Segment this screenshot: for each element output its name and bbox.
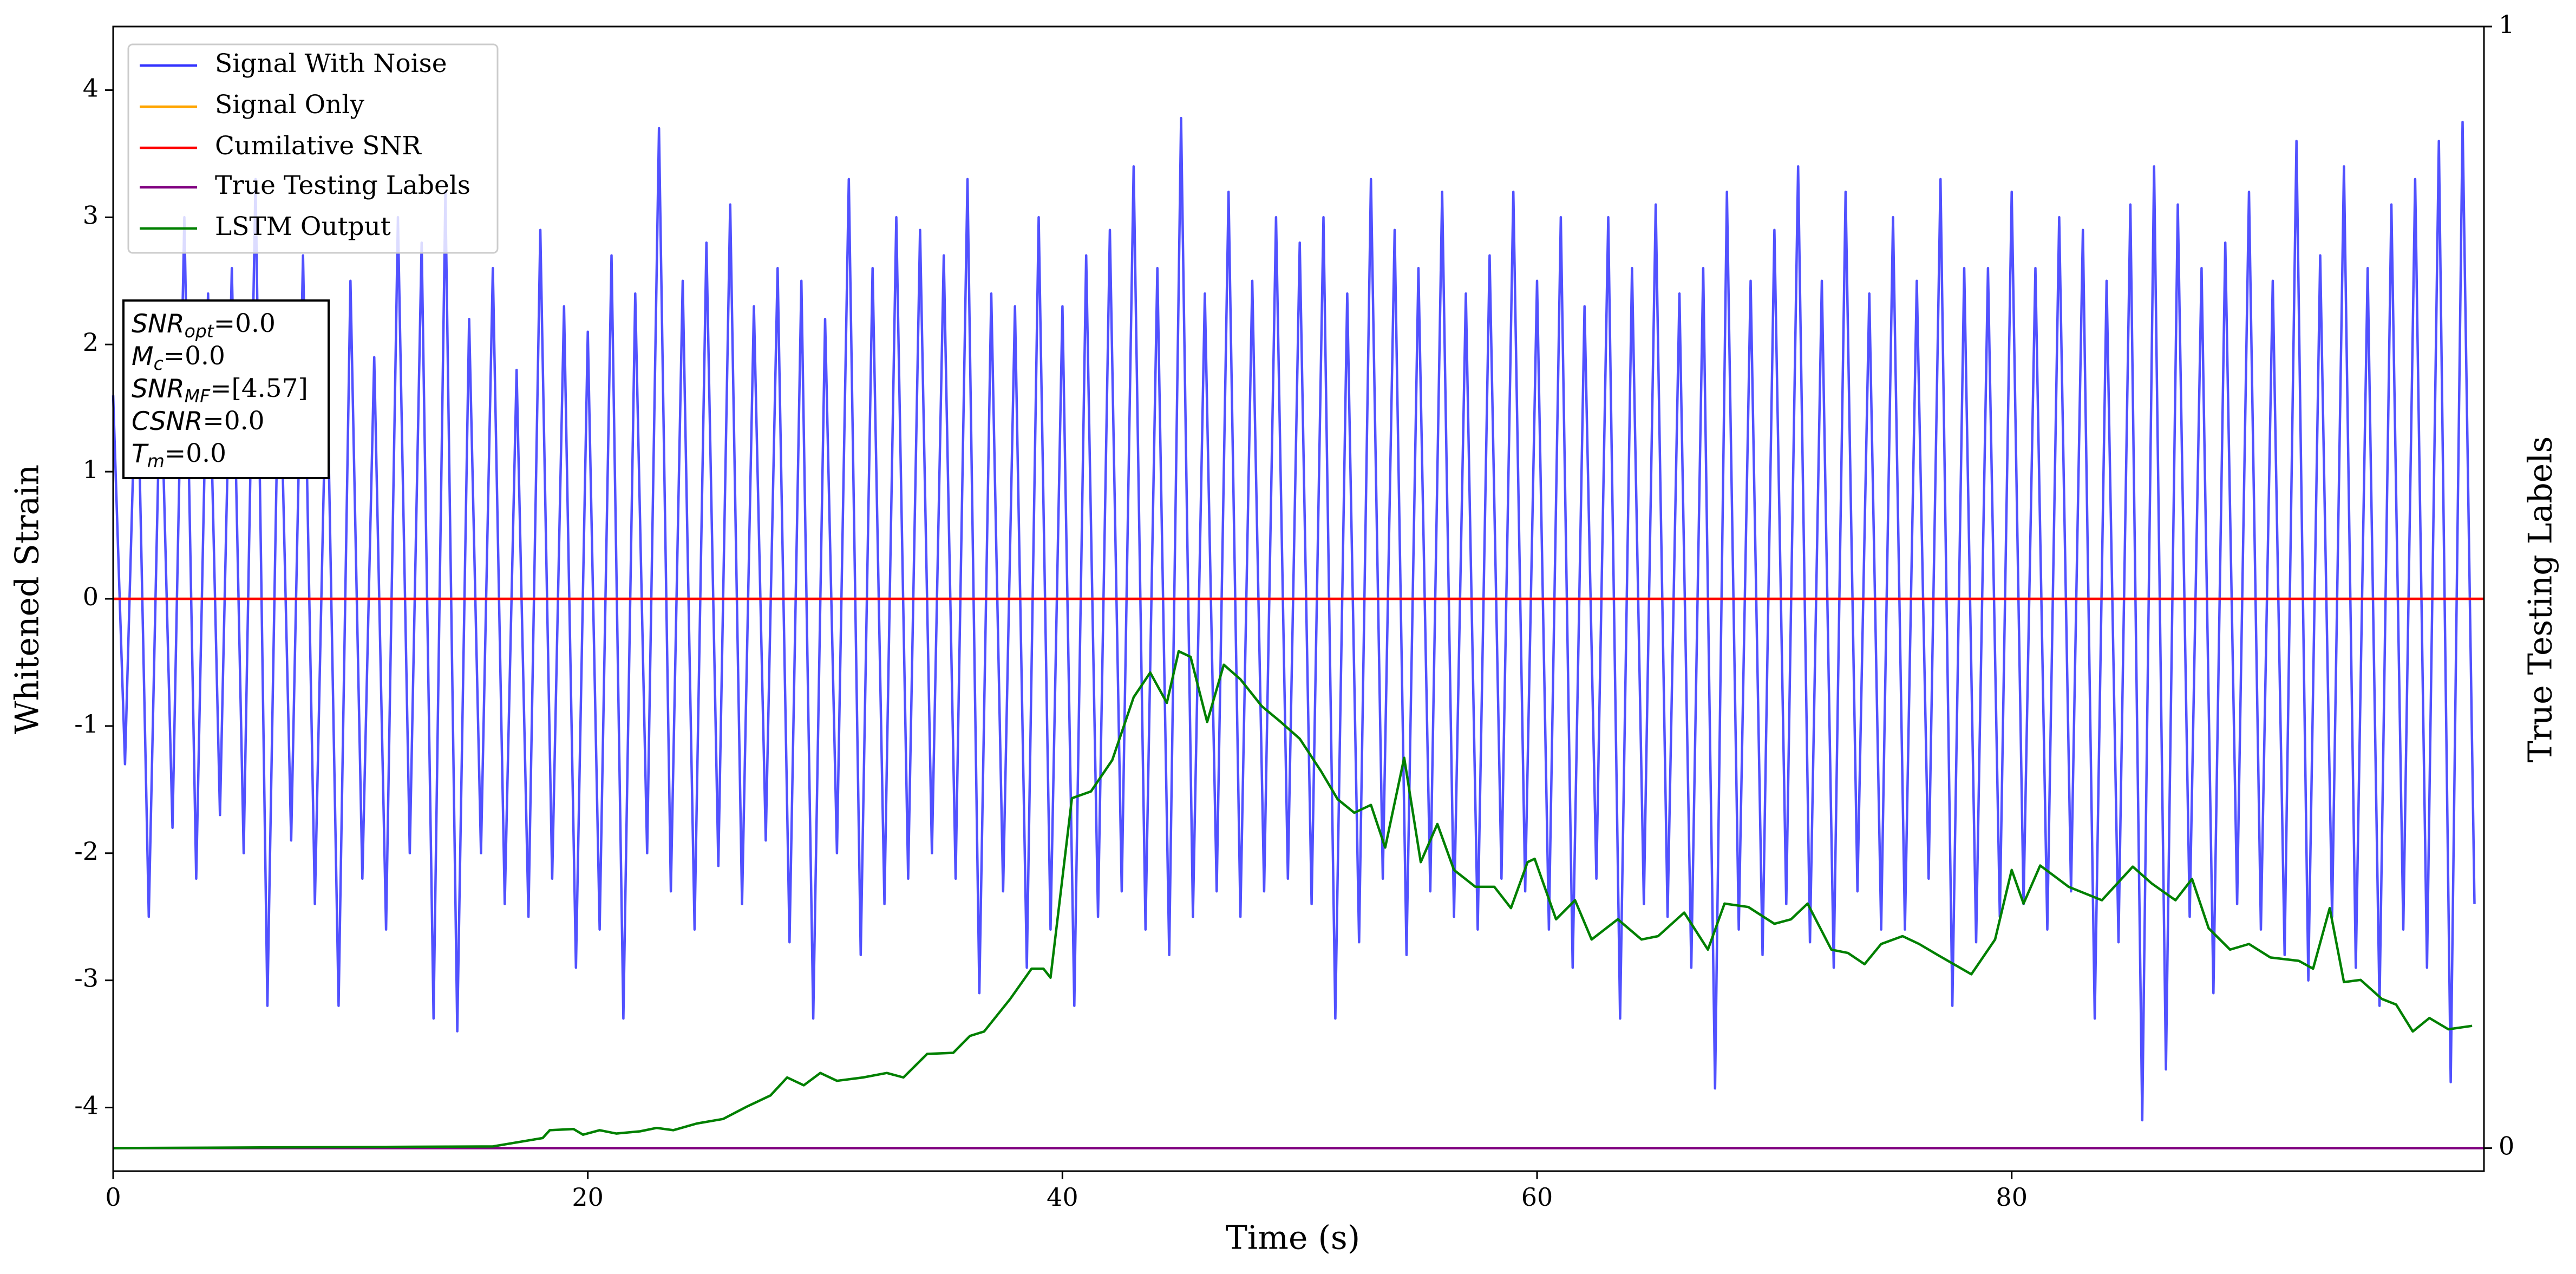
y-tick-label: 2 [83,328,99,357]
legend-label: Signal With Noise [215,49,447,79]
annotation-subscript: opt [185,321,214,342]
x-tick-label: 40 [1047,1182,1078,1212]
annotation-subscript: c [154,353,164,374]
annotation-subscript: MF [185,386,211,407]
series-line [113,650,2473,1149]
x-axis-label: Time (s) [1226,1219,1360,1257]
legend: Signal With Noise Signal Only Cumilative S… [127,43,499,254]
x-tick-label: 0 [105,1182,121,1212]
annotation-subscript: m [147,450,165,472]
annotation-symbol: CSNR [132,407,202,436]
annotation-line: Tm=0.0 [132,439,226,472]
y-tick-label: -3 [74,964,99,993]
annotation-symbol: T [132,439,149,469]
y-tick-label: 1 [83,455,99,484]
annotation: SNRopt=0.0Mc=0.0SNRMF=[4.57]CSNR=0.0Tm=0… [122,299,330,479]
annotation-value: =0.0 [164,341,225,371]
y-axis-label: Whitened Strain [9,465,47,734]
y-tick-label: 3 [83,200,99,230]
y-tick-label: 4 [83,73,99,102]
annotation-line: CSNR=0.0 [132,406,264,436]
y-tick-label: -1 [74,709,99,739]
legend-label: LSTM Output [215,212,391,241]
y-tick-label: -4 [74,1091,99,1120]
legend-box [127,43,499,254]
annotation-value: =[4.57] [210,374,308,403]
annotation-value: =0.0 [214,309,276,338]
annotation-value: =0.0 [202,406,264,436]
annotation-box [122,299,330,479]
annotation-symbol: SNR [132,374,185,404]
annotation-line: SNRopt=0.0 [132,309,276,342]
x-tick-label: 60 [1521,1182,1553,1212]
legend-label: Cumilative SNR [215,131,422,161]
y2-tick-label: 0 [2499,1132,2514,1161]
annotation-line: Mc=0.0 [132,341,225,374]
series-line [112,116,2476,1122]
annotation-symbol: SNR [132,309,185,339]
y-tick-label: -2 [74,837,99,866]
annotation-line: SNRMF=[4.57] [132,374,308,407]
y-tick-label: 0 [83,582,99,611]
legend-label: True Testing Labels [215,171,470,200]
plot-area [112,116,2484,1149]
x-tick-label: 80 [1996,1182,2028,1212]
legend-label: Signal Only [215,90,364,120]
annotation-value: =0.0 [165,439,226,468]
annotation-symbol: M [132,342,154,371]
x-tick-label: 20 [572,1182,604,1212]
y2-tick-label: 1 [2499,10,2514,39]
y2-axis-label: True Testing Labels [2522,436,2560,763]
